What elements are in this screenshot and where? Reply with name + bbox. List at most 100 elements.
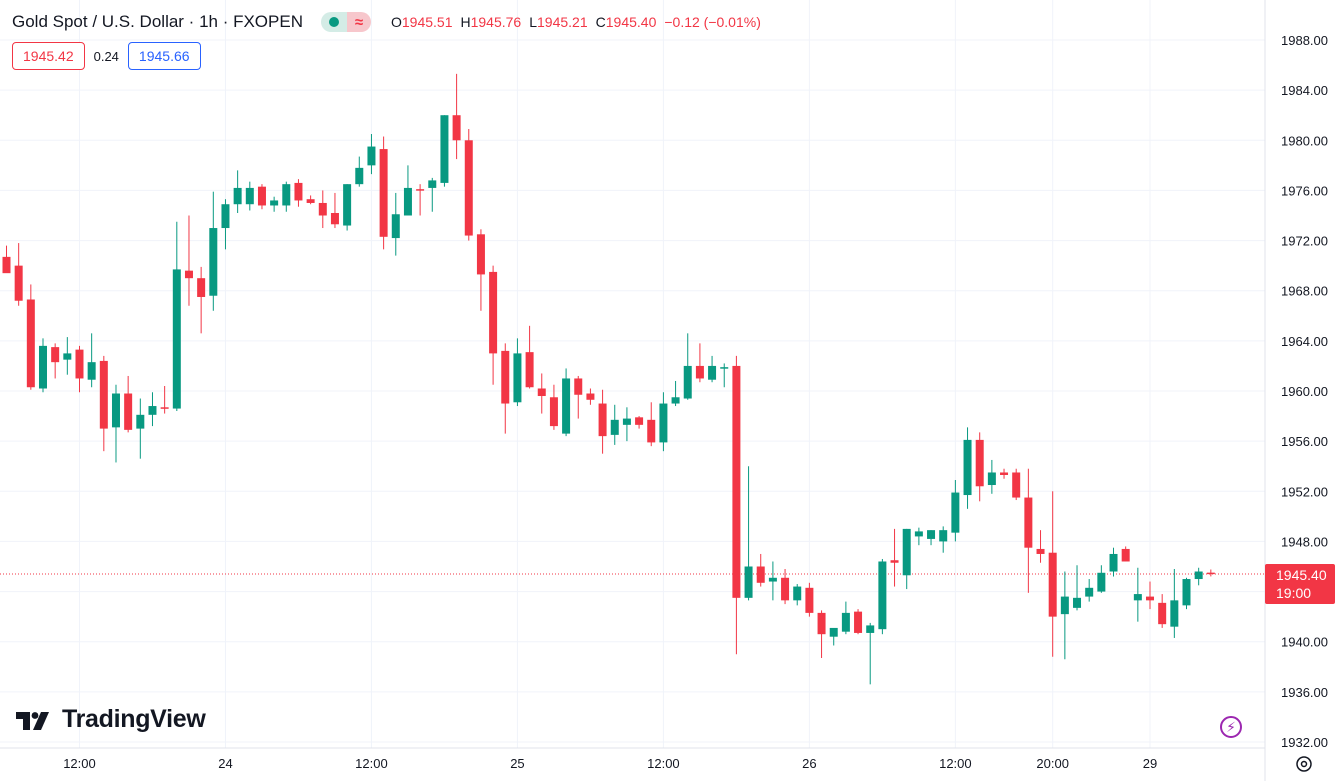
candle-up[interactable] [440,115,449,187]
candle-down[interactable] [318,190,327,229]
candle-up[interactable] [367,134,376,175]
candle-up[interactable] [343,184,352,231]
candle-up[interactable] [391,192,400,256]
candle-down[interactable] [732,355,741,655]
candle-up[interactable] [209,191,218,311]
time-axis[interactable]: 12:00 24 12:00 25 12:00 26 12:00 20:00 29 [63,756,1157,771]
candle-down[interactable] [26,284,35,390]
candle-down[interactable] [330,192,339,229]
candle-down[interactable] [294,179,303,207]
candle-up[interactable] [1170,569,1179,638]
candle-up[interactable] [148,392,157,427]
candle-down[interactable] [817,610,826,659]
sell-button[interactable]: 1945.42 [12,42,85,70]
candle-down[interactable] [124,375,133,433]
candle-up[interactable] [939,526,948,553]
candle-down[interactable] [257,184,266,210]
candle-down[interactable] [1024,468,1033,593]
candle-down[interactable] [160,385,169,414]
candle-up[interactable] [659,392,668,452]
candle-down[interactable] [574,375,583,419]
candle-up[interactable] [987,459,996,494]
candle-up[interactable] [720,363,729,388]
lightning-icon[interactable]: ⚡ [1220,716,1242,738]
candle-down[interactable] [586,388,595,405]
buy-button[interactable]: 1945.66 [127,42,201,70]
candle-down[interactable] [1048,491,1057,657]
candle-down[interactable] [306,195,315,205]
candle-down[interactable] [2,245,11,274]
candle-down[interactable] [975,432,984,502]
candle-up[interactable] [1073,565,1082,611]
candle-up[interactable] [768,561,777,601]
candle-down[interactable] [1121,546,1130,562]
candle-up[interactable] [233,170,242,213]
market-status[interactable]: ≈ [320,12,371,32]
candle-down[interactable] [1012,468,1021,501]
candle-down[interactable] [537,373,546,414]
candle-up[interactable] [1085,579,1094,602]
candle-down[interactable] [1146,581,1155,610]
candle-down[interactable] [647,402,656,447]
candle-up[interactable] [610,404,619,445]
candle-down[interactable] [464,129,473,241]
candle-down[interactable] [476,229,485,311]
candle-up[interactable] [1133,567,1142,622]
candle-up[interactable] [878,558,887,635]
candle-up[interactable] [744,466,753,601]
symbol-title[interactable]: Gold Spot / U.S. Dollar · 1h · FXOPEN [12,12,303,31]
candle-down[interactable] [1206,569,1215,577]
candle-up[interactable] [963,427,972,509]
candle-up[interactable] [282,181,291,212]
candle-up[interactable] [403,165,412,216]
candle-down[interactable] [379,136,388,250]
candle-down[interactable] [184,215,193,306]
candle-up[interactable] [914,527,923,546]
tradingview-logo[interactable]: TradingView [16,705,206,734]
candle-up[interactable] [951,480,960,542]
candle-down[interactable] [489,265,498,385]
candle-down[interactable] [1158,594,1167,628]
candle-up[interactable] [793,584,802,606]
candle-down[interactable] [549,384,558,430]
candle-up[interactable] [136,398,145,459]
candle-up[interactable] [1060,571,1069,660]
gear-icon[interactable] [1294,754,1314,774]
candle-down[interactable] [99,355,108,452]
candle-down[interactable] [452,73,461,160]
candle-up[interactable] [111,384,120,463]
candle-down[interactable] [854,609,863,635]
candle-up[interactable] [562,368,571,437]
candle-up[interactable] [87,333,96,388]
candle-up[interactable] [927,530,936,546]
candle-down[interactable] [51,343,60,379]
candle-up[interactable] [866,622,875,685]
candle-up[interactable] [513,338,522,407]
candle-up[interactable] [622,407,631,442]
candle-down[interactable] [416,184,425,216]
candle-up[interactable] [829,627,838,646]
candle-down[interactable] [756,553,765,587]
candle-down[interactable] [635,416,644,429]
candle-down[interactable] [14,243,23,306]
candle-down[interactable] [525,325,534,389]
candle-down[interactable] [75,345,84,393]
price-axis[interactable]: 1988.00 1984.00 1980.00 1976.00 1972.00 1968.… [1281,33,1328,750]
candle-up[interactable] [172,221,181,412]
candle-up[interactable] [683,333,692,400]
candle-down[interactable] [1000,468,1009,479]
candle-up[interactable] [1097,565,1106,593]
candle-down[interactable] [197,266,206,334]
candle-down[interactable] [890,528,899,587]
candle-down[interactable] [501,343,510,434]
candle-up[interactable] [38,338,47,393]
candle-up[interactable] [428,177,437,212]
candle-up[interactable] [1182,577,1191,610]
candle-down[interactable] [695,343,704,383]
candle-up[interactable] [902,528,911,590]
candle-up[interactable] [270,196,279,212]
candle-down[interactable] [1036,530,1045,563]
candle-up[interactable] [245,181,254,211]
candle-down[interactable] [805,582,814,617]
